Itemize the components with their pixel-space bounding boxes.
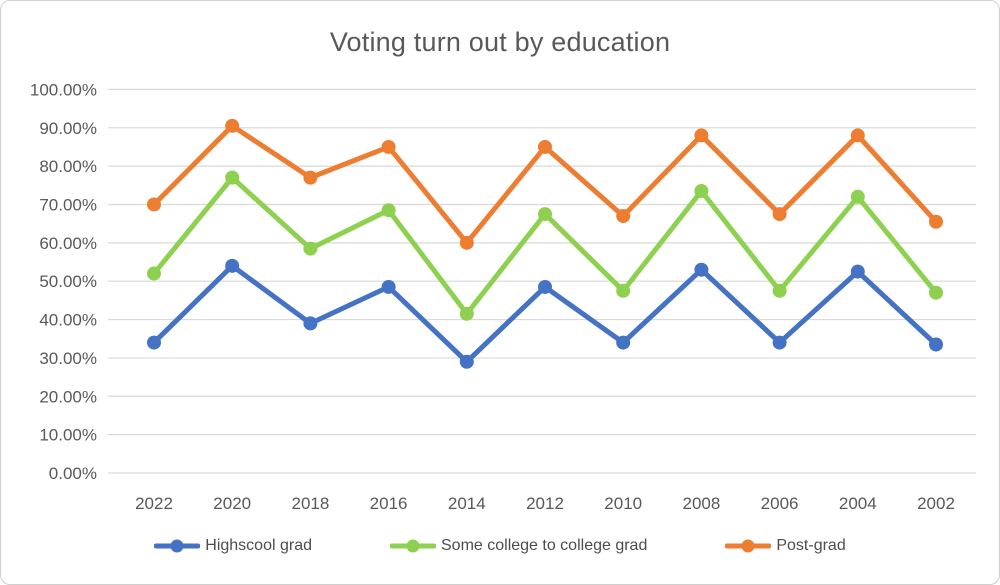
series-highscool-grad bbox=[147, 258, 943, 369]
legend: Highscool grad Some college to college gr… bbox=[1, 537, 999, 555]
x-tick-label: 2004 bbox=[839, 494, 877, 513]
x-tick-label: 2020 bbox=[213, 494, 251, 513]
data-point-some-college-to-college-grad bbox=[772, 283, 787, 298]
y-tick-label: 0.00% bbox=[49, 464, 97, 483]
data-point-highscool-grad bbox=[459, 354, 474, 369]
x-tick-label: 2006 bbox=[761, 494, 799, 513]
data-point-highscool-grad bbox=[772, 335, 787, 350]
legend-item-some-college-to-college-grad: Some college to college grad bbox=[390, 537, 647, 555]
data-point-some-college-to-college-grad bbox=[694, 184, 709, 199]
y-tick-label: 40.00% bbox=[39, 311, 97, 330]
x-tick-label: 2012 bbox=[526, 494, 564, 513]
data-point-highscool-grad bbox=[225, 258, 240, 273]
legend-marker-icon bbox=[390, 539, 436, 553]
data-point-post-grad bbox=[850, 128, 865, 143]
data-point-some-college-to-college-grad bbox=[147, 266, 161, 281]
x-tick-label: 2008 bbox=[682, 494, 720, 513]
y-tick-label: 50.00% bbox=[39, 272, 97, 291]
x-tick-label: 2018 bbox=[291, 494, 329, 513]
x-tick-label: 2022 bbox=[135, 494, 173, 513]
data-point-highscool-grad bbox=[694, 262, 709, 277]
legend-item-highscool-grad: Highscool grad bbox=[154, 537, 312, 555]
legend-label: Highscool grad bbox=[205, 537, 312, 554]
data-point-highscool-grad bbox=[850, 264, 865, 279]
data-point-highscool-grad bbox=[929, 337, 943, 352]
x-tick-label: 2010 bbox=[604, 494, 642, 513]
data-point-some-college-to-college-grad bbox=[538, 207, 552, 222]
series-post-grad bbox=[147, 118, 943, 250]
x-tick-label: 2002 bbox=[917, 494, 955, 513]
y-tick-label: 80.00% bbox=[39, 157, 97, 176]
data-point-post-grad bbox=[538, 139, 552, 154]
data-point-post-grad bbox=[225, 118, 240, 133]
legend-item-post-grad: Post-grad bbox=[725, 537, 846, 555]
data-point-some-college-to-college-grad bbox=[850, 189, 865, 204]
data-point-some-college-to-college-grad bbox=[225, 170, 240, 185]
data-point-some-college-to-college-grad bbox=[459, 306, 474, 321]
data-point-highscool-grad bbox=[381, 279, 396, 294]
y-tick-label: 90.00% bbox=[39, 119, 97, 138]
y-tick-label: 70.00% bbox=[39, 195, 97, 214]
data-point-post-grad bbox=[147, 197, 161, 212]
legend-label: Post-grad bbox=[776, 537, 846, 554]
data-point-some-college-to-college-grad bbox=[929, 285, 943, 300]
data-point-post-grad bbox=[303, 170, 318, 185]
y-tick-label: 60.00% bbox=[39, 234, 97, 253]
legend-marker-icon bbox=[725, 539, 772, 553]
data-point-post-grad bbox=[929, 214, 943, 229]
chart-title: Voting turn out by education bbox=[329, 27, 671, 57]
y-tick-label: 20.00% bbox=[39, 387, 97, 406]
y-tick-label: 10.00% bbox=[39, 426, 97, 445]
legend-label: Some college to college grad bbox=[441, 537, 648, 554]
legend-marker-icon bbox=[154, 539, 201, 553]
y-tick-label: 30.00% bbox=[39, 349, 97, 368]
plot-area: 100.00% 90.00% 80.00% 70.00% 60.00% 50.00% 40.… bbox=[30, 80, 976, 513]
x-tick-label: 2014 bbox=[448, 494, 486, 513]
series-some-college-to-college-grad bbox=[147, 170, 943, 321]
data-point-post-grad bbox=[459, 235, 474, 250]
data-point-some-college-to-college-grad bbox=[303, 241, 318, 256]
data-point-post-grad bbox=[381, 139, 396, 154]
data-point-post-grad bbox=[694, 128, 709, 143]
data-point-post-grad bbox=[772, 207, 787, 222]
data-point-some-college-to-college-grad bbox=[381, 203, 396, 218]
data-point-post-grad bbox=[616, 208, 631, 223]
x-tick-label: 2016 bbox=[370, 494, 408, 513]
data-point-highscool-grad bbox=[147, 335, 161, 350]
data-point-highscool-grad bbox=[538, 279, 552, 294]
data-point-some-college-to-college-grad bbox=[616, 283, 631, 298]
data-point-highscool-grad bbox=[616, 335, 631, 350]
data-point-highscool-grad bbox=[303, 316, 318, 331]
y-tick-label: 100.00% bbox=[30, 80, 97, 99]
